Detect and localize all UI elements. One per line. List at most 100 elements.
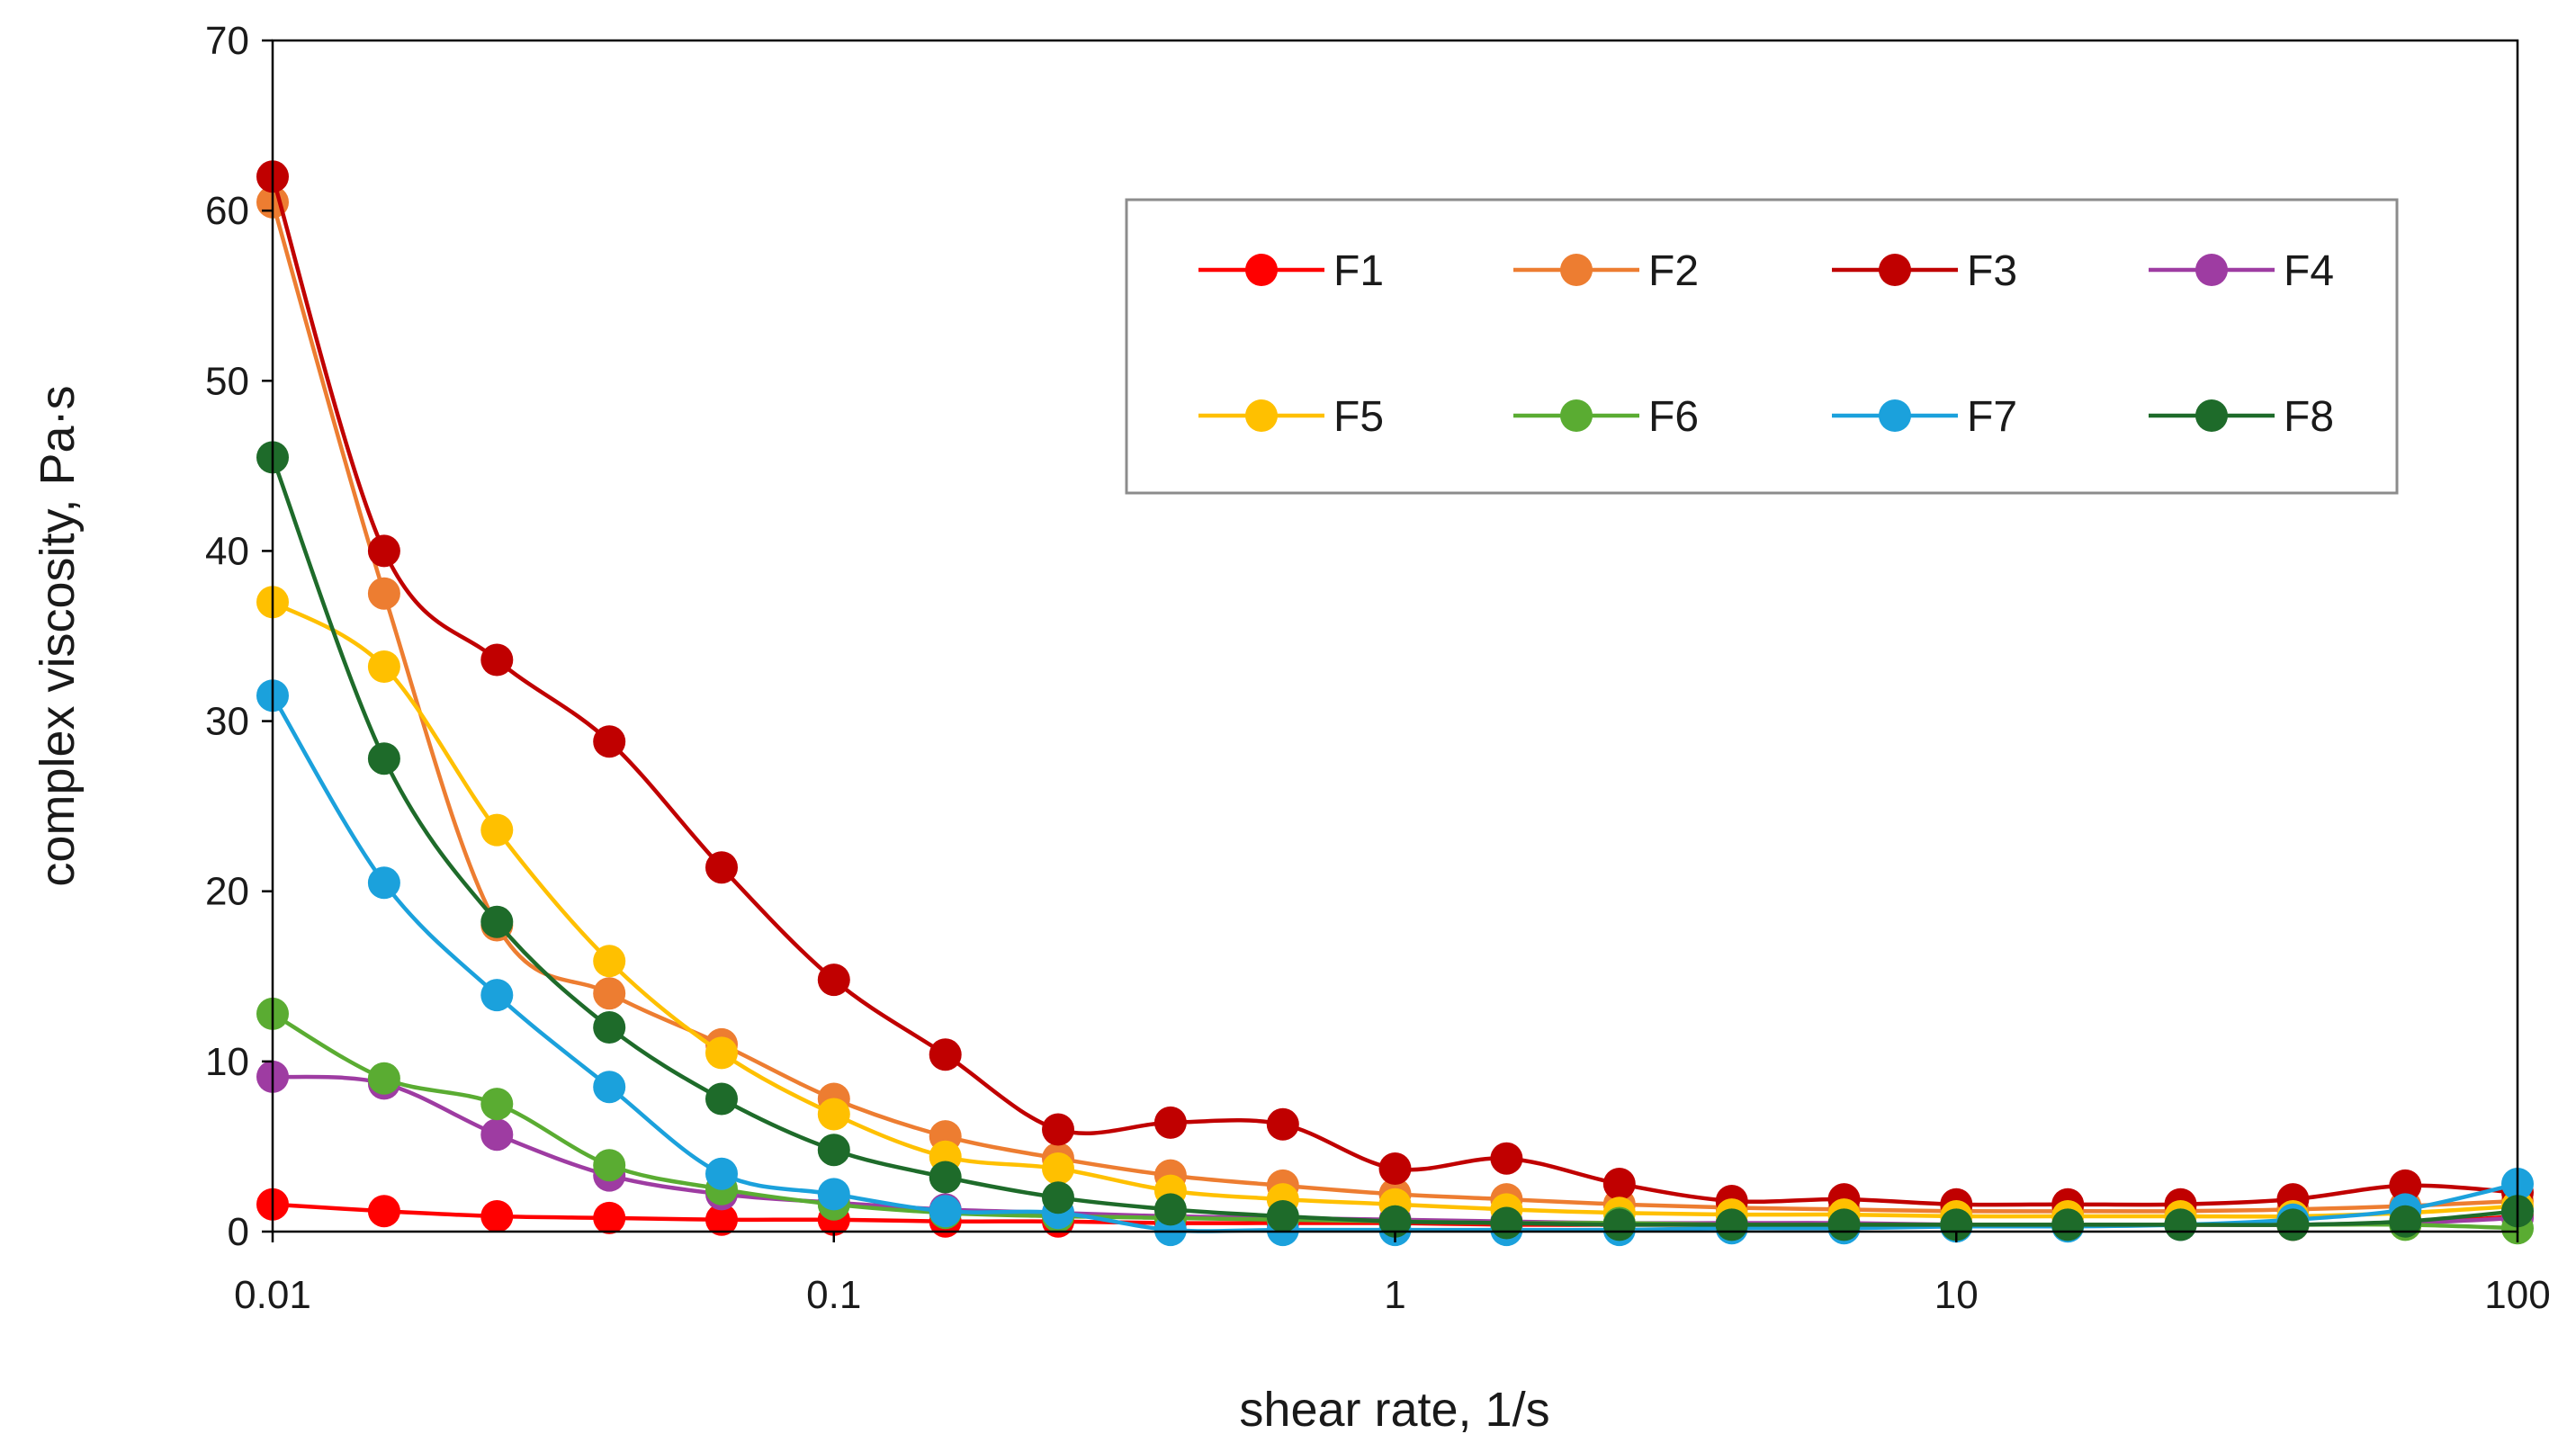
y-tick-label: 30 (205, 700, 249, 744)
data-point-f6 (367, 1062, 400, 1095)
data-point-f6 (480, 1088, 514, 1121)
legend-box (1125, 198, 2399, 495)
legend-swatch-marker (1879, 254, 1911, 286)
x-tick-label: 0.1 (806, 1273, 861, 1317)
legend-label-f6: F6 (1648, 393, 1699, 441)
legend-label-f5: F5 (1333, 393, 1384, 441)
x-tick-label: 10 (1934, 1273, 1979, 1317)
data-point-f8 (1715, 1208, 1748, 1241)
legend-item-f5: F5 (1198, 393, 1384, 441)
data-point-f8 (2164, 1208, 2197, 1241)
data-point-f3 (705, 851, 738, 884)
legend-swatch-marker (1560, 399, 1593, 432)
y-tick-label: 70 (205, 19, 249, 63)
y-tick-label: 0 (228, 1210, 249, 1254)
data-point-f8 (1827, 1208, 1861, 1241)
data-point-f3 (2389, 1169, 2422, 1202)
series-f5 (256, 586, 2534, 1232)
data-point-f4 (480, 1118, 514, 1152)
legend-swatch-marker (1879, 399, 1911, 432)
data-point-f8 (929, 1161, 962, 1194)
data-point-f3 (1153, 1106, 1187, 1139)
data-point-f2 (367, 577, 400, 610)
legend-label-f7: F7 (1967, 393, 2017, 441)
x-tick-label: 0.01 (234, 1273, 311, 1317)
legend-item-f7: F7 (1832, 393, 2017, 441)
legend: F1 F2 F3 F4 F5 F6 F7 F8 (1125, 198, 2399, 495)
y-axis-title: complex viscosity, Pa·s (31, 385, 85, 886)
y-axis: 0 10 20 30 40 50 60 70 (205, 19, 273, 1254)
x-tick-label: 100 (2484, 1273, 2550, 1317)
data-point-f7 (367, 866, 400, 900)
legend-label-f2: F2 (1648, 247, 1699, 295)
data-point-f5 (817, 1098, 850, 1131)
y-tick-label: 20 (205, 870, 249, 914)
y-tick-label: 40 (205, 529, 249, 573)
legend-label-f1: F1 (1333, 247, 1384, 295)
legend-item-f2: F2 (1513, 247, 1699, 295)
data-point-f7 (480, 979, 514, 1012)
series-line-f5 (271, 600, 2518, 1219)
data-point-f8 (705, 1082, 738, 1116)
x-tick-label: 1 (1384, 1273, 1405, 1317)
data-point-f3 (480, 643, 514, 677)
data-point-f5 (367, 650, 400, 683)
data-point-f8 (1266, 1200, 1299, 1232)
data-point-f1 (593, 1201, 626, 1234)
data-point-f5 (593, 945, 626, 978)
data-point-f3 (1266, 1107, 1299, 1141)
series-line-f8 (270, 456, 2518, 1227)
data-point-f7 (705, 1157, 738, 1190)
legend-label-f4: F4 (2284, 247, 2334, 295)
data-point-f8 (1378, 1205, 1412, 1238)
data-point-f7 (929, 1195, 962, 1228)
data-point-f8 (1940, 1208, 1973, 1241)
data-point-f3 (1378, 1152, 1412, 1185)
data-point-f8 (2051, 1208, 2085, 1241)
data-point-f5 (705, 1036, 738, 1070)
data-point-f1 (480, 1200, 514, 1232)
legend-swatch-marker (2195, 254, 2228, 286)
legend-swatch-marker (1560, 254, 1593, 286)
data-point-f7 (817, 1178, 850, 1211)
data-point-f8 (2276, 1208, 2310, 1241)
data-point-f8 (1490, 1206, 1523, 1240)
data-point-f7 (593, 1071, 626, 1104)
data-point-f6 (593, 1149, 626, 1182)
data-point-f8 (2389, 1205, 2422, 1238)
legend-label-f8: F8 (2284, 393, 2334, 441)
x-axis-title: shear rate, 1/s (1239, 1383, 1549, 1437)
legend-item-f1: F1 (1198, 247, 1384, 295)
legend-item-f4: F4 (2149, 247, 2334, 295)
data-point-f3 (1042, 1113, 1074, 1146)
series-f8 (256, 441, 2534, 1241)
y-tick-label: 10 (205, 1040, 249, 1084)
data-point-f8 (1042, 1181, 1074, 1214)
legend-swatch-marker (1245, 254, 1278, 286)
series-line-f3 (270, 175, 2518, 1207)
data-point-f3 (367, 534, 400, 568)
data-point-f8 (367, 742, 400, 775)
data-point-f8 (593, 1011, 626, 1044)
data-point-f3 (593, 725, 626, 758)
data-point-f3 (1602, 1168, 1636, 1200)
data-point-f3 (929, 1038, 962, 1071)
data-point-f1 (367, 1195, 400, 1228)
data-point-f8 (1602, 1208, 1636, 1241)
data-point-f8 (1153, 1193, 1187, 1226)
y-tick-label: 50 (205, 359, 249, 403)
data-point-f3 (1490, 1142, 1523, 1175)
data-point-f8 (480, 905, 514, 938)
data-point-f2 (593, 977, 626, 1010)
data-point-f5 (480, 813, 514, 847)
legend-item-f8: F8 (2149, 393, 2334, 441)
legend-item-f6: F6 (1513, 393, 1699, 441)
series-line-f2 (270, 202, 2518, 1214)
y-tick-label: 60 (205, 189, 249, 233)
data-point-f5 (1042, 1152, 1074, 1185)
legend-swatch-marker (1245, 399, 1278, 432)
legend-item-f3: F3 (1832, 247, 2017, 295)
data-point-f8 (817, 1134, 850, 1167)
data-point-f3 (817, 964, 850, 997)
